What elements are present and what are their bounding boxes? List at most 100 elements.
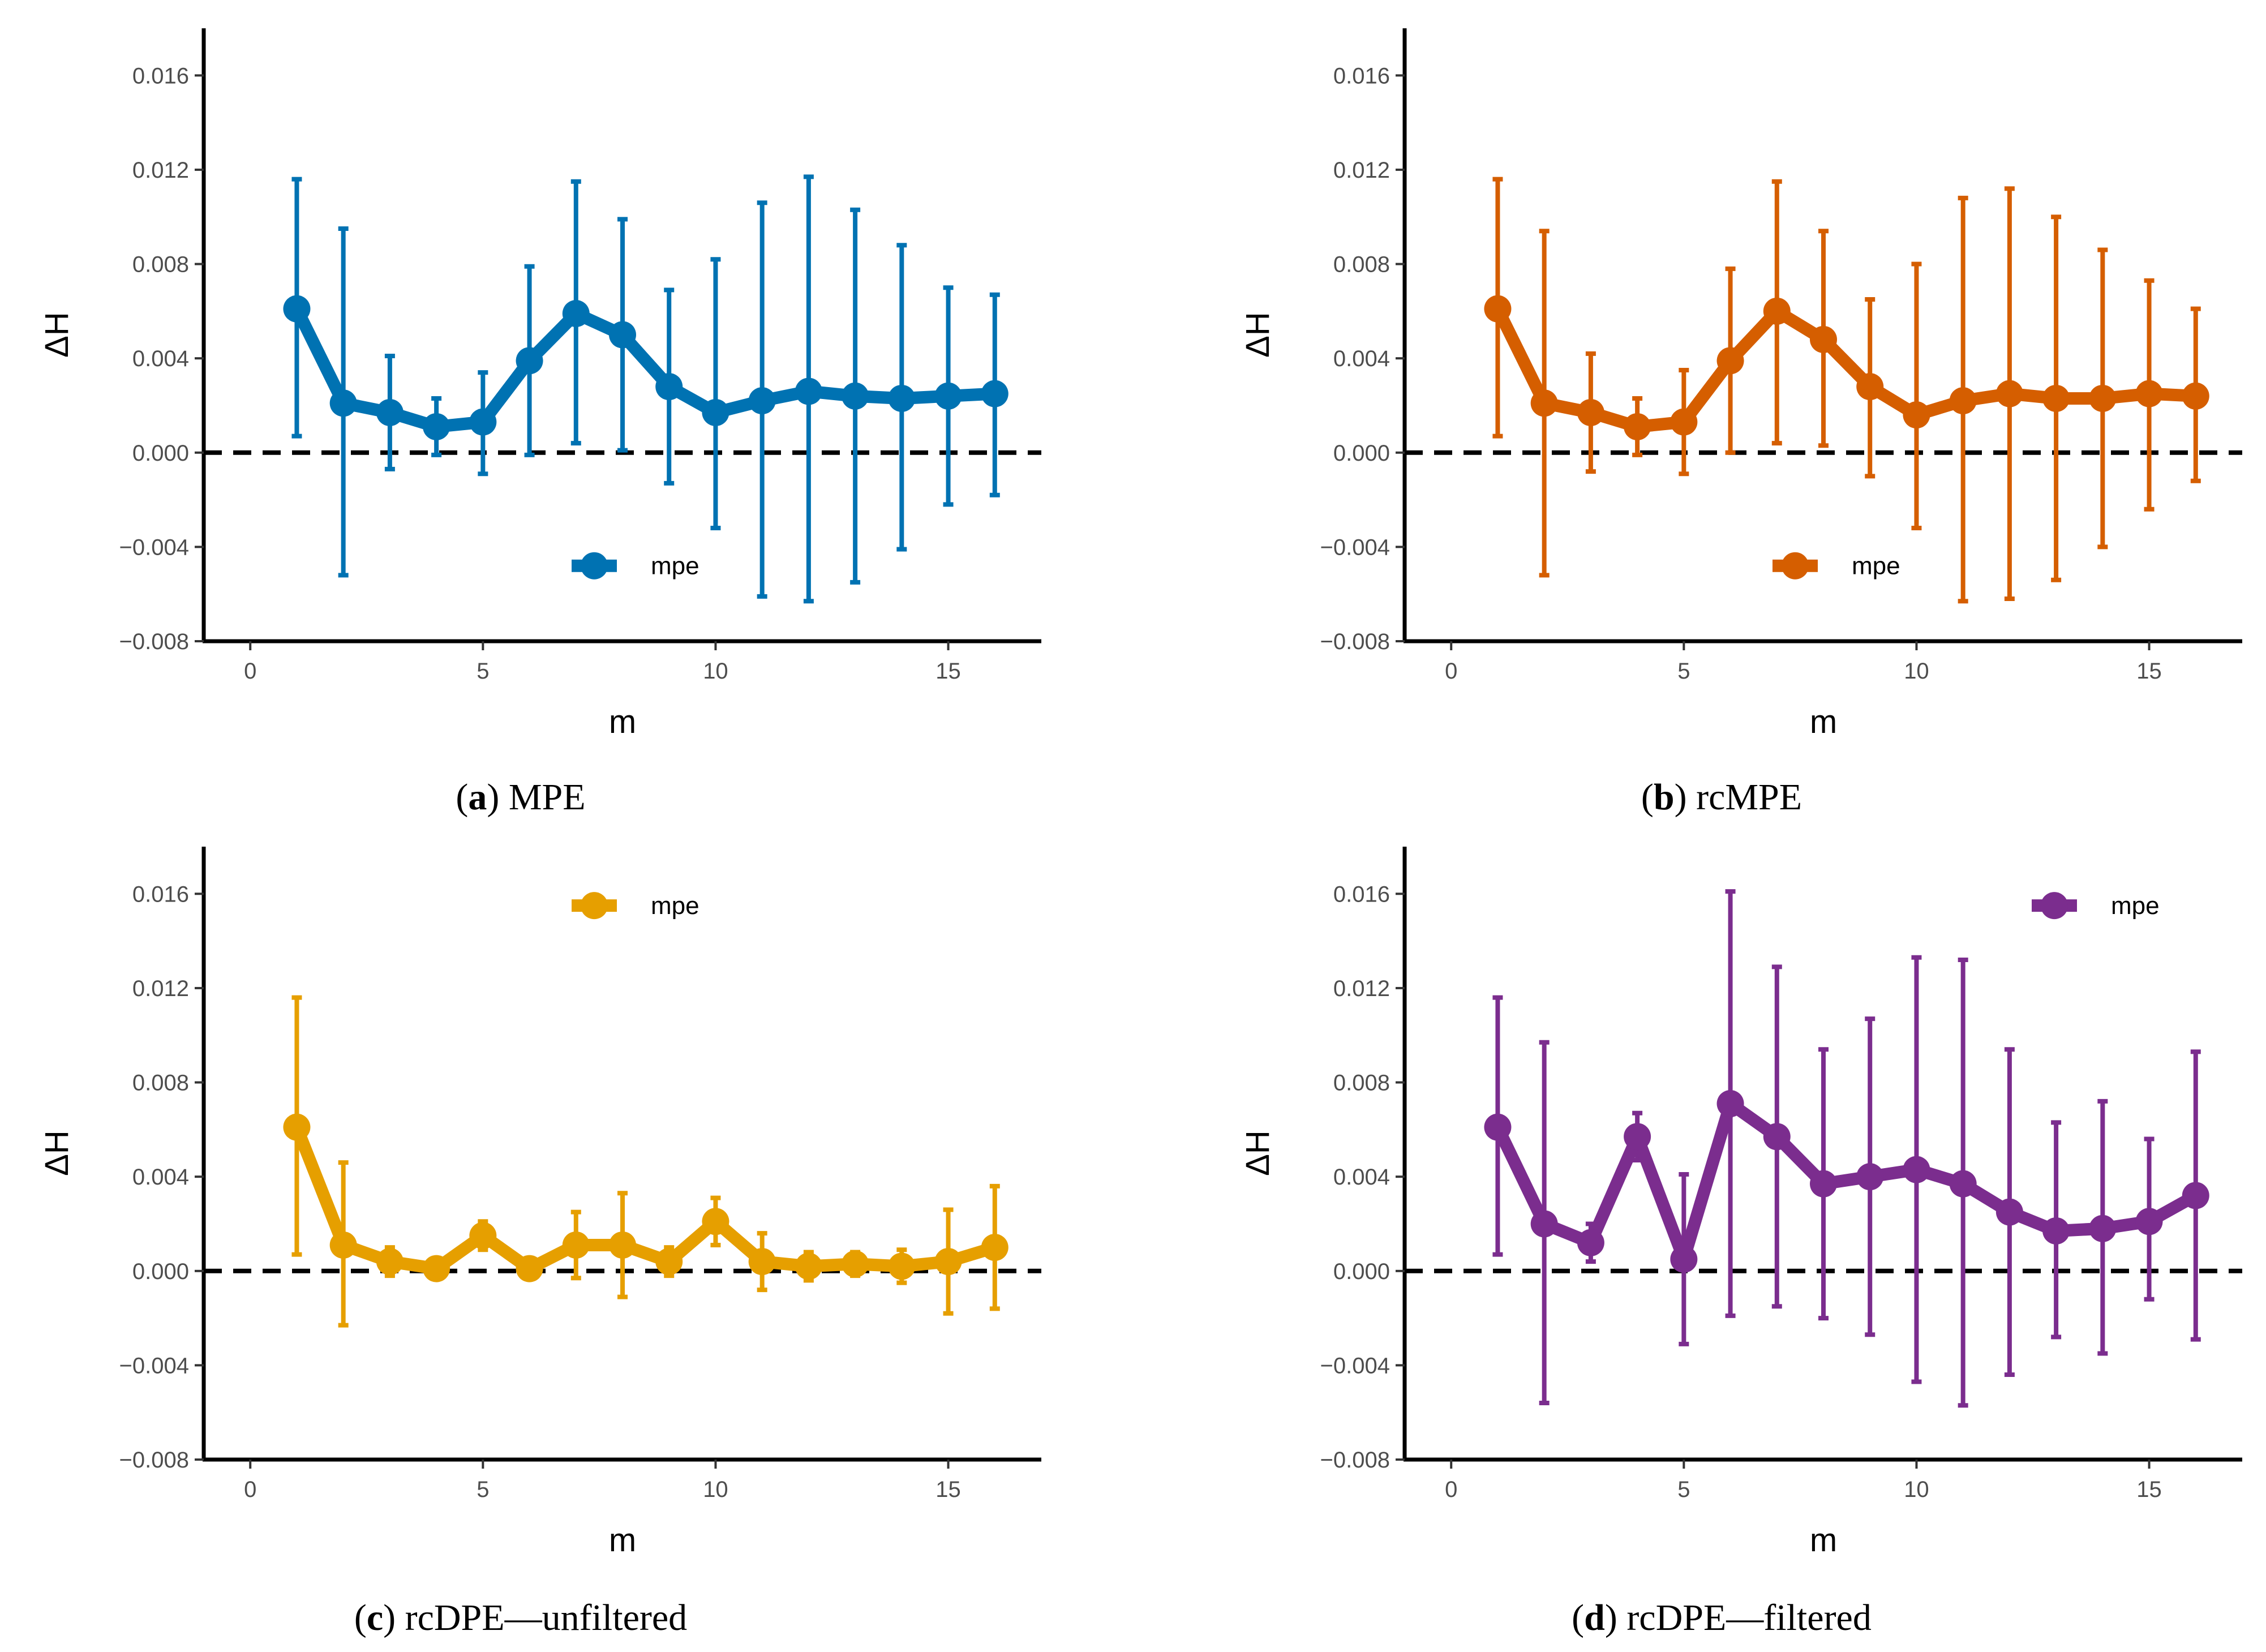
data-point (2089, 384, 2117, 412)
panel-caption: (b) rcMPE (1641, 776, 1802, 818)
data-point (2135, 380, 2163, 407)
data-point (1810, 1170, 1837, 1198)
data-point (1624, 1123, 1651, 1151)
legend-label: mpe (651, 552, 699, 580)
data-point (934, 1248, 962, 1276)
chart-panel-c: 0.016 0.012 0.008 0.004 0.000 −0.004 −0.008 0 5 1… (38, 847, 1041, 1638)
data-point (655, 1248, 683, 1276)
y-tick-label: 0.000 (1333, 441, 1390, 466)
data-point (888, 384, 916, 412)
y-tick-label: 0.004 (1333, 1165, 1390, 1190)
series-line (290, 1121, 1001, 1275)
panel-caption: (a) MPE (456, 776, 585, 818)
data-point (1670, 1245, 1698, 1273)
legend-key-point (581, 892, 608, 920)
x-axis-title: m (609, 703, 636, 740)
series-mpe (283, 174, 1008, 604)
data-point (1716, 1090, 1744, 1118)
legend-key-point (581, 552, 608, 580)
y-tick-label: 0.016 (1333, 882, 1390, 907)
data-point (1903, 401, 1930, 429)
y-tick-label: 0.016 (1333, 63, 1390, 88)
y-tick-label: 0.016 (132, 882, 189, 907)
data-point (981, 1234, 1008, 1261)
x-tick-label: 15 (935, 659, 961, 684)
x-axis-title: m (1810, 1522, 1837, 1559)
y-tick-label: 0.004 (132, 1165, 189, 1190)
data-point (2182, 1182, 2209, 1209)
data-point (655, 373, 683, 401)
y-tick-label: 0.000 (132, 441, 189, 466)
series-line (290, 302, 1001, 433)
y-tick-label: −0.004 (119, 1353, 189, 1378)
caption-part: b (1654, 776, 1675, 818)
x-axis-title: m (1810, 703, 1837, 740)
y-tick-label: −0.004 (1320, 1353, 1390, 1378)
data-point (842, 382, 869, 410)
chart-panel-a: 0.016 0.012 0.008 0.004 0.000 −0.004 −0.008 0 5 1… (38, 28, 1041, 818)
data-point (516, 1255, 543, 1282)
data-point (702, 1208, 729, 1235)
x-tick-label: 0 (1445, 659, 1457, 684)
data-point (981, 380, 1008, 407)
data-point (1856, 373, 1884, 401)
data-point (795, 1252, 822, 1280)
x-tick-label: 15 (2136, 659, 2162, 684)
data-point (1903, 1156, 1930, 1183)
chart-panel-b: 0.016 0.012 0.008 0.004 0.000 −0.004 −0.008 0 5 1… (1239, 28, 2242, 818)
y-tick-label: 0.000 (1333, 1259, 1390, 1284)
x-tick-label: 10 (1904, 1477, 1929, 1502)
data-point (376, 1248, 404, 1276)
panel-caption: (c) rcDPE—unfiltered (354, 1597, 687, 1638)
legend-key-point (2041, 892, 2068, 920)
data-point (1763, 1123, 1791, 1151)
data-point (1949, 1170, 1977, 1198)
data-point (376, 398, 404, 426)
caption-part: a (468, 776, 487, 818)
x-tick-label: 15 (935, 1477, 961, 1502)
x-tick-label: 10 (1904, 659, 1929, 684)
caption-part: ) rcDPE—unfiltered (383, 1597, 687, 1638)
data-point (1995, 380, 2023, 407)
caption-part: ( (1641, 776, 1654, 818)
x-tick-label: 15 (2136, 1477, 2162, 1502)
y-tick-label: −0.004 (119, 535, 189, 560)
x-tick-label: 5 (477, 1477, 489, 1502)
caption-part: ( (354, 1597, 367, 1638)
y-tick-label: −0.008 (1320, 629, 1390, 654)
y-tick-label: 0.008 (1333, 1071, 1390, 1096)
y-tick-label: −0.008 (119, 629, 189, 654)
series-mpe (1484, 177, 2209, 604)
x-tick-label: 0 (1445, 1477, 1457, 1502)
data-point (609, 321, 636, 349)
y-tick-label: 0.008 (1333, 252, 1390, 277)
data-point (562, 300, 590, 328)
legend: mpe (572, 892, 699, 920)
data-point (1577, 1229, 1604, 1256)
chart-panel-d: 0.016 0.012 0.008 0.004 0.000 −0.004 −0.008 0 5 1… (1239, 847, 2242, 1638)
y-tick-label: 0.004 (1333, 346, 1390, 371)
caption-part: d (1584, 1597, 1605, 1638)
data-point (1995, 1198, 2023, 1226)
data-point (516, 347, 543, 375)
data-point (329, 1231, 357, 1259)
data-point (423, 1255, 450, 1282)
x-tick-label: 5 (1677, 659, 1690, 684)
y-tick-label: 0.004 (132, 346, 189, 371)
y-axis-title: ΔH (1239, 1130, 1276, 1176)
data-point (934, 382, 962, 410)
data-point (283, 295, 311, 323)
legend-label: mpe (2111, 892, 2160, 920)
data-point (2042, 1217, 2070, 1245)
data-point (795, 377, 822, 405)
x-tick-label: 0 (244, 1477, 256, 1502)
data-point (283, 1113, 311, 1141)
y-tick-label: 0.012 (132, 158, 189, 183)
y-tick-label: 0.008 (132, 252, 189, 277)
data-point (2042, 384, 2070, 412)
data-point (609, 1231, 636, 1259)
caption-part: ) MPE (487, 776, 585, 818)
x-tick-label: 5 (477, 659, 489, 684)
caption-part: ( (456, 776, 468, 818)
y-tick-label: 0.000 (132, 1259, 189, 1284)
